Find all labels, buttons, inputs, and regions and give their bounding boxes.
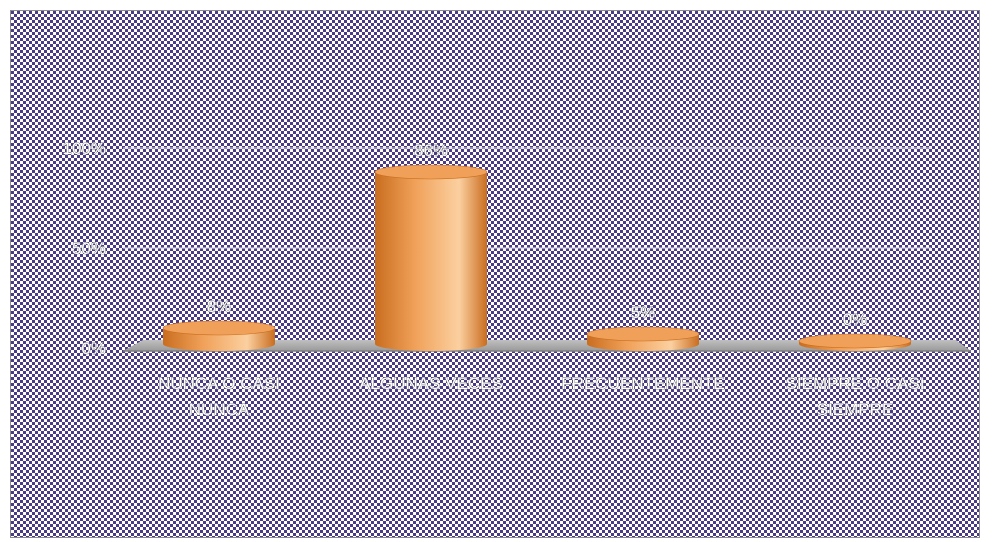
data-label: 86% (414, 141, 448, 160)
bar-body (375, 172, 487, 351)
y-axis: 0% 50% 100% (62, 139, 106, 359)
bar (586, 326, 700, 351)
bar-top (586, 326, 700, 342)
x-axis: NUNCA O CASI NUNCA ALGUNAS VECES FRECUENTEM… (158, 374, 925, 420)
y-tick-label: 0% (81, 339, 106, 358)
floor-plane (123, 340, 971, 351)
data-labels: 8% 86% 5% 0% (206, 141, 868, 330)
data-label: 0% (843, 310, 868, 329)
bar (374, 164, 488, 351)
bars (162, 164, 912, 351)
category-label: SIEMPRE O CASI SIEMPRE (786, 374, 925, 419)
bar-top (374, 164, 488, 180)
bar-top (798, 333, 912, 349)
bar-top (162, 320, 276, 336)
gridlines (123, 147, 931, 249)
y-tick-label: 50% (72, 239, 106, 258)
data-label: 8% (207, 297, 232, 316)
category-label: ALGUNAS VECES (359, 374, 503, 393)
category-label: FRECUENTEMENTE (561, 374, 724, 393)
bar (798, 333, 912, 351)
bar-chart: 0% 50% 100% 8% 86% 5% 0% NUNCA O CASI NUNCA ALG… (11, 11, 979, 537)
bar (162, 320, 276, 351)
data-label: 5% (631, 303, 656, 322)
chart-floor (123, 340, 971, 352)
category-label: NUNCA O CASI NUNCA (158, 374, 280, 419)
chart-background (11, 11, 979, 537)
y-tick-label: 100% (63, 139, 106, 158)
chart-area: 0% 50% 100% 8% 86% 5% 0% NUNCA O CASI NUNCA ALG… (10, 10, 980, 538)
